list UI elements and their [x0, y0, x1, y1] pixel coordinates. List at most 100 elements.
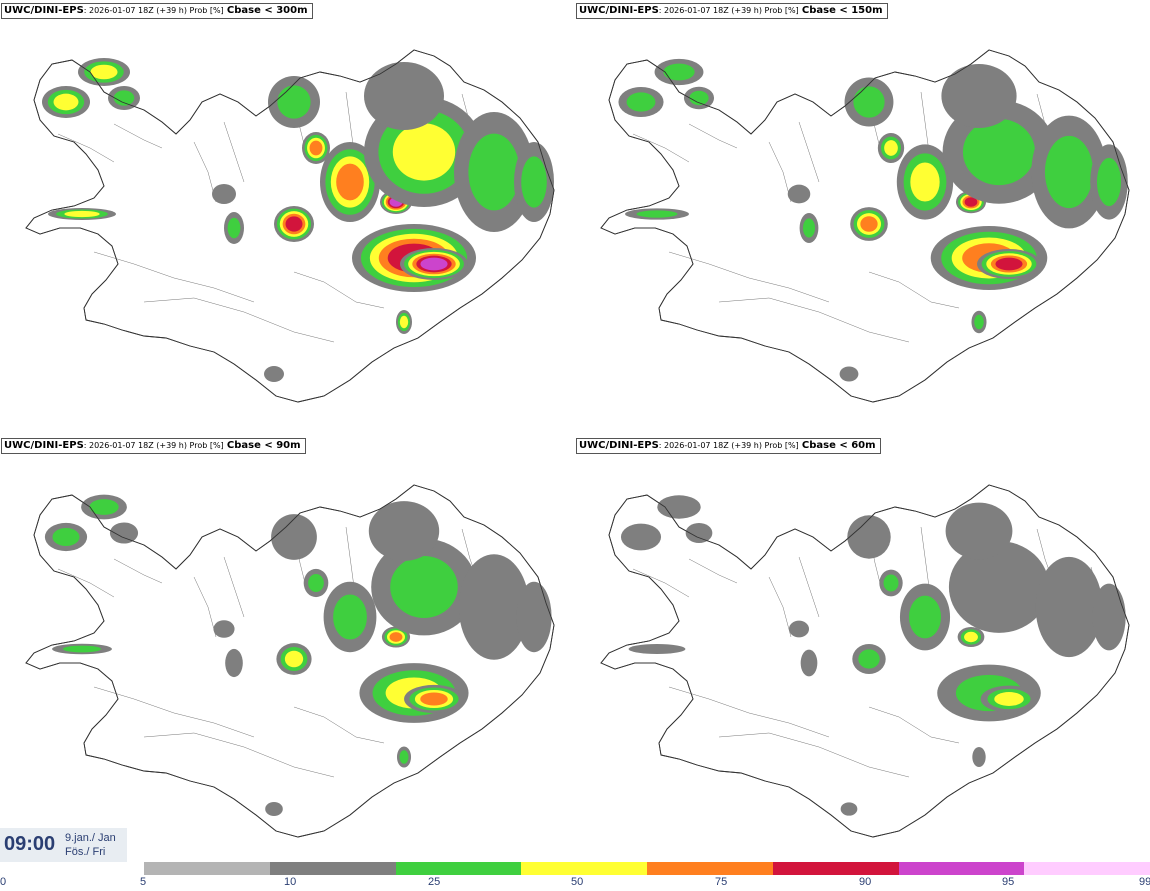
probability-contour — [52, 527, 80, 547]
region-boundary — [113, 123, 163, 149]
probability-contour — [995, 257, 1023, 271]
probability-contour — [853, 86, 885, 118]
map-panel-cbase-60m: UWC/DINI-EPS: 2026-01-07 18Z (+39 h) Pro… — [575, 435, 1150, 870]
legend-tick-label: 75 — [715, 876, 728, 888]
map-panel-cbase-90m: UWC/DINI-EPS: 2026-01-07 18Z (+39 h) Pro… — [0, 435, 575, 870]
probability-contour — [53, 93, 79, 111]
probability-contour — [1035, 556, 1103, 658]
region-boundary — [920, 526, 930, 588]
probability-contour — [213, 620, 235, 638]
probability-contour — [787, 184, 811, 204]
probability-contour — [521, 156, 547, 208]
valid-time-date: 9.jan./ Jan Fös./ Fri — [65, 831, 116, 859]
map-panel-cbase-150m: UWC/DINI-EPS: 2026-01-07 18Z (+39 h) Pro… — [575, 0, 1150, 435]
legend-tick-label: 95 — [1002, 876, 1015, 888]
probability-contour — [800, 649, 818, 677]
probability-contour — [620, 523, 662, 551]
probability-contour — [883, 574, 899, 592]
probability-contour — [1096, 157, 1122, 207]
region-boundary — [868, 271, 960, 309]
valid-time-box: 09:00 9.jan./ Jan Fös./ Fri — [0, 828, 127, 862]
probability-contour — [788, 620, 810, 638]
probability-contour — [392, 123, 456, 181]
legend-color-segment — [395, 862, 522, 875]
region-boundary — [668, 251, 830, 303]
probability-contour — [113, 90, 135, 106]
region-boundary — [718, 732, 910, 778]
legend-tick-label: 5 — [140, 876, 147, 888]
probability-contour — [458, 554, 530, 660]
probability-contour — [626, 92, 656, 112]
probability-contour — [271, 514, 317, 560]
probability-contour — [964, 631, 978, 643]
region-boundary — [868, 706, 960, 744]
region-boundary — [345, 526, 355, 588]
panel-title: UWC/DINI-EPS: 2026-01-07 18Z (+39 h) Pro… — [576, 438, 881, 454]
probability-contour — [227, 217, 241, 239]
probability-contour — [64, 210, 100, 218]
probability-contour — [974, 314, 984, 330]
probability-contour — [802, 218, 816, 238]
region-boundary — [688, 123, 738, 149]
probability-contour — [636, 210, 678, 218]
panel-title: UWC/DINI-EPS: 2026-01-07 18Z (+39 h) Pro… — [576, 3, 888, 19]
probability-contour — [309, 140, 323, 156]
region-boundary — [57, 568, 115, 598]
probability-contour — [689, 90, 709, 106]
region-boundary — [688, 558, 738, 584]
probability-contour — [884, 140, 898, 156]
region-boundary — [93, 686, 255, 738]
probability-contour — [1044, 135, 1094, 209]
probability-contour — [336, 163, 364, 201]
probability-contour — [90, 64, 118, 80]
probability-contour — [468, 133, 520, 211]
probability-contour — [277, 85, 311, 119]
region-boundary — [143, 732, 335, 778]
region-boundary — [293, 271, 385, 309]
probability-contour — [685, 522, 713, 544]
probability-contour — [420, 257, 448, 271]
probability-contour — [109, 522, 139, 544]
probability-contour — [941, 64, 1017, 128]
probability-contour — [420, 692, 448, 706]
panel-title: UWC/DINI-EPS: 2026-01-07 18Z (+39 h) Pro… — [1, 438, 306, 454]
probability-contour — [910, 162, 940, 202]
iceland-coastline-overlay — [25, 484, 555, 838]
probability-contour — [225, 648, 243, 678]
iceland-probability-map — [25, 49, 555, 403]
region-boundary — [223, 121, 245, 183]
probability-contour — [657, 495, 701, 519]
probability-contour — [858, 649, 880, 669]
probability-contour — [399, 750, 409, 764]
valid-date-line: 9.jan./ Jan — [65, 832, 116, 844]
region-boundary — [113, 558, 163, 584]
region-boundary — [768, 576, 792, 638]
probability-contour — [972, 746, 986, 768]
region-boundary — [193, 576, 217, 638]
region-boundary — [668, 686, 830, 738]
region-boundary — [57, 133, 115, 163]
probability-contour — [948, 541, 1050, 633]
probability-contour — [265, 801, 283, 817]
probability-contour — [364, 62, 444, 130]
legend-color-segment — [269, 862, 396, 875]
iceland-probability-map — [600, 49, 1130, 403]
probability-contour — [962, 118, 1036, 186]
probability-contour — [908, 595, 942, 639]
legend-color-segment — [1024, 862, 1150, 875]
valid-time-clock: 09:00 — [4, 833, 56, 855]
probability-contour — [628, 643, 686, 655]
legend-tick-label: 25 — [428, 876, 441, 888]
probability-contour — [62, 645, 102, 653]
region-boundary — [632, 568, 690, 598]
legend-color-segment — [898, 862, 1025, 875]
probability-legend-bar — [144, 862, 1150, 875]
probability-contour — [284, 650, 304, 668]
probability-contour — [840, 802, 858, 816]
iceland-coastline-overlay — [600, 484, 1130, 838]
probability-contour — [516, 581, 552, 653]
probability-contour — [89, 499, 119, 515]
region-boundary — [920, 91, 930, 153]
map-panel-cbase-300m: UWC/DINI-EPS: 2026-01-07 18Z (+39 h) Pro… — [0, 0, 575, 435]
iceland-coastline-overlay — [25, 49, 555, 403]
